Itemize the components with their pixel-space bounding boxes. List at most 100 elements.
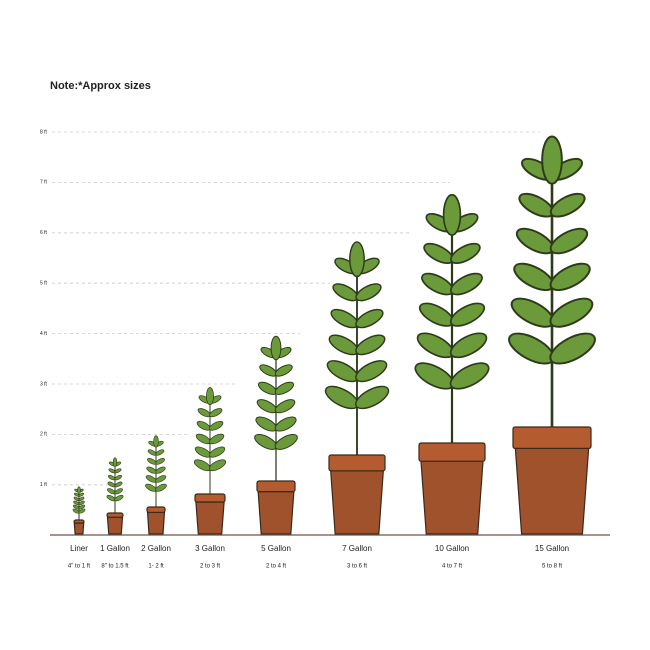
leaf [254,433,278,450]
pot-body [73,522,85,535]
leaf [423,242,454,264]
axis-label: 7 ft [40,180,48,186]
pot-rim [73,519,85,524]
leaf [414,362,455,390]
leaf [355,360,388,383]
leaf [549,262,591,292]
leaf [194,446,211,458]
leaf [549,297,594,328]
pot-rim [194,493,226,503]
leaf [209,408,223,418]
leaf [114,474,122,481]
leaf [449,362,490,390]
pot-rim [106,512,124,518]
pot-range: 8" to 1.5 ft [101,564,128,570]
leaf [332,283,359,302]
leaf [78,492,84,497]
axis-label: 5 ft [40,281,48,287]
pot-name: 7 Gallon [342,544,372,553]
pot-body [195,501,225,535]
pot-name: 10 Gallon [435,544,469,553]
leaf [510,297,555,328]
leaf [355,334,386,356]
pot-rim [418,442,486,462]
pot-body [106,516,124,535]
pot-rim [328,454,386,472]
leaf [155,483,167,492]
leaf [255,416,278,432]
plant [145,435,167,535]
leaf [153,435,159,448]
axis-label: 2 ft [40,432,48,438]
leaf [324,385,359,410]
leaf [418,302,455,327]
pot-name: 3 Gallon [195,544,225,553]
pot-body [420,460,484,535]
leaf [442,193,462,236]
leaf [274,433,298,450]
leaf [77,486,81,494]
leaf [155,449,165,456]
pot-name: 15 Gallon [535,544,569,553]
leaf [155,475,167,483]
leaf [274,399,296,414]
leaf [450,242,481,264]
leaf [326,360,359,383]
leaf [274,381,295,395]
note: Note:*Approx sizes [50,80,151,92]
leaf [209,459,227,472]
plant [106,457,124,535]
leaf [355,283,382,302]
leaf [155,466,166,474]
leaf [541,135,563,185]
leaf [449,302,486,327]
axis-label: 6 ft [40,230,48,236]
leaf [259,364,278,377]
leaf [549,227,589,255]
leaf [513,262,555,292]
pot-body [257,491,295,535]
plant [414,193,490,535]
leaf [355,385,390,410]
pot-range: 4" to 1 ft [68,564,90,570]
pot-name: Liner [70,544,88,553]
leaf [114,481,123,488]
leaf [112,457,118,467]
plant [254,335,298,535]
pot-name: 2 Gallon [141,544,171,553]
axis-label: 4 ft [40,331,48,337]
leaf [416,332,455,359]
leaf [114,494,124,502]
leaf [449,332,488,359]
pot-rim [146,506,166,514]
leaf [78,508,86,514]
leaf [270,335,282,361]
plant [508,135,596,535]
axis-label: 1 ft [40,482,48,488]
leaf [206,387,214,406]
axis-label: 3 ft [40,381,48,387]
plant [72,486,86,535]
leaf [328,334,359,356]
leaf [518,192,555,218]
pot-range: 3 to 6 ft [347,564,367,570]
pot-range: 1- 2 ft [148,564,164,570]
leaf [274,416,297,432]
leaf [355,308,384,329]
leaf [549,332,596,365]
pot-range: 5 to 8 ft [542,564,562,570]
pot-range: 2 to 3 ft [200,564,220,570]
leaf [256,399,278,414]
leaf [450,272,483,296]
leaf [330,308,359,329]
axis-label: 8 ft [40,129,48,135]
pot-body [514,447,590,535]
pot-body [330,470,384,535]
pot-rim [512,426,592,449]
leaf [257,381,278,395]
pot-rim [256,480,296,493]
leaf [155,457,165,465]
leaf [421,272,454,296]
leaf [78,500,85,506]
leaf [195,433,211,445]
